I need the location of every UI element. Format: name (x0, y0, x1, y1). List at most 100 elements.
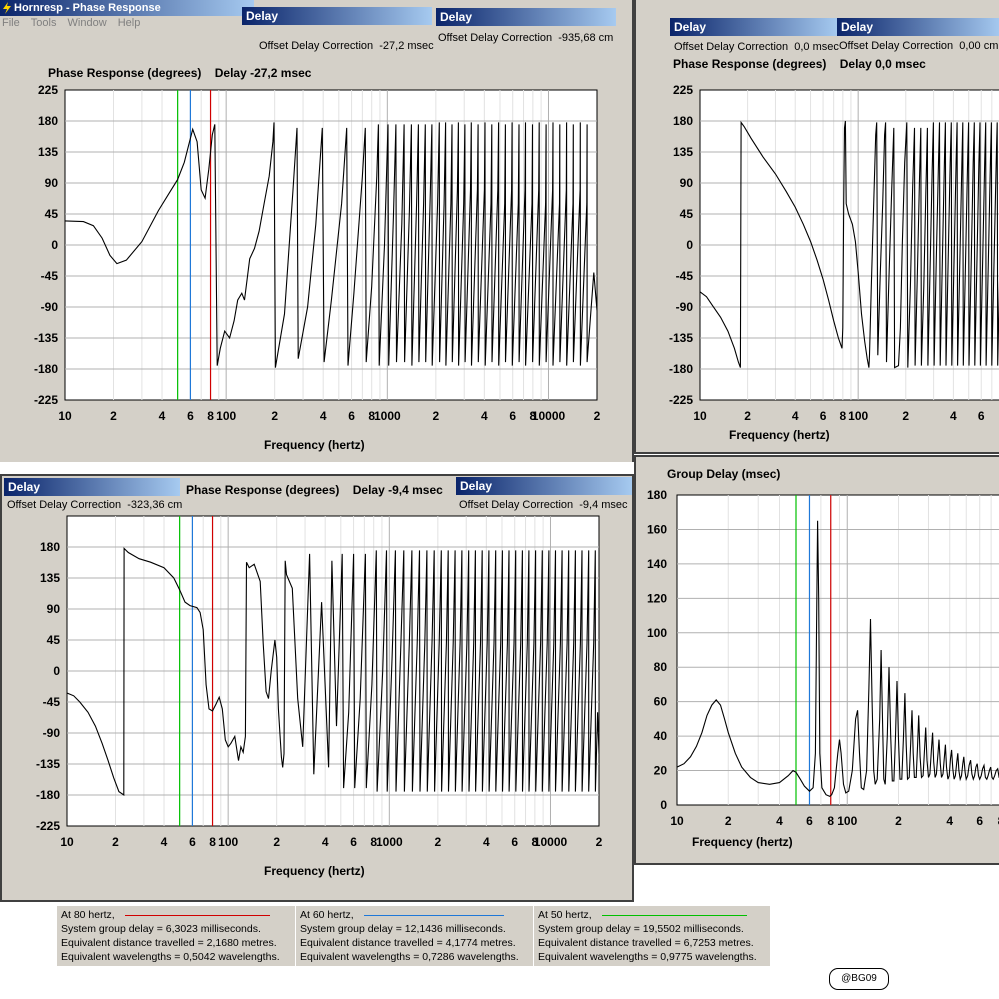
offset2-value: -9,4 msec (579, 499, 628, 511)
y-tick-label: 225 (673, 83, 693, 97)
chart-title: Phase Response (degrees) Delay 0,0 msec (673, 57, 926, 71)
x-tick-label: 10000 (534, 835, 568, 846)
x-tick-label: 4 (946, 814, 953, 825)
x-tick-label: 2 (273, 835, 280, 846)
y-tick-label: 120 (647, 591, 667, 605)
offset-value: -27,2 msec (379, 40, 434, 52)
x-tick-label: 6 (187, 409, 194, 423)
offset2-label: Offset Delay Correction -935,68 cm (438, 32, 613, 44)
y-tick-label: -225 (36, 819, 60, 833)
menu-tools[interactable]: Tools (30, 17, 57, 29)
note-line: Equivalent wavelengths = 0,5042 waveleng… (61, 951, 280, 963)
x-tick-label: 1000 (376, 835, 403, 846)
offset-label: Offset Delay Correction -323,36 cm (7, 499, 182, 511)
y-tick-label: 90 (45, 176, 59, 190)
x-tick-label: 10 (60, 835, 74, 846)
y-tick-label: 100 (647, 626, 667, 640)
x-tick-label: 2 (432, 409, 439, 423)
window-title: Hornresp - Phase Response (14, 2, 161, 14)
panel-bottom-left: Delay Delay Offset Delay Correction -323… (0, 474, 634, 902)
menu-help[interactable]: Help (117, 17, 141, 29)
x-tick-label: 2 (110, 409, 117, 423)
delay-caption-2[interactable]: Delay (837, 18, 999, 36)
offset2-label-text: Offset Delay Correction (438, 32, 553, 44)
y-tick-label: 90 (47, 602, 61, 616)
menu-file[interactable]: File (2, 17, 20, 29)
delay-caption-1[interactable]: Delay (670, 18, 838, 36)
y-tick-label: 60 (654, 695, 668, 709)
x-tick-label: 4 (159, 409, 166, 423)
y-tick-label: 135 (673, 145, 693, 159)
note-line: Equivalent distance travelled = 4,1774 m… (300, 937, 516, 949)
note-line: System group delay = 6,3023 milliseconds… (61, 923, 261, 935)
offset-value: 0,0 msec (794, 41, 839, 53)
x-tick-label: 8 (368, 409, 375, 423)
note-line: At 60 hertz, (300, 909, 354, 921)
delay-caption-1[interactable]: Delay (4, 478, 180, 496)
offset-label-text: Offset Delay Correction (7, 499, 122, 511)
chart-title: Phase Response (degrees) Delay -9,4 msec (186, 483, 443, 497)
legend-swatch-green (601, 914, 747, 916)
signature-badge: @BG09 (829, 968, 889, 990)
note-line: System group delay = 19,5502 millisecond… (538, 923, 744, 935)
x-tick-label: 2 (744, 409, 751, 423)
y-tick-label: 80 (654, 660, 668, 674)
y-tick-label: -225 (669, 393, 693, 407)
x-tick-label: 4 (320, 409, 327, 423)
y-tick-label: 180 (647, 488, 667, 502)
y-tick-label: 45 (45, 207, 59, 221)
offset2-label: Offset Delay Correction 0,00 cm (839, 40, 998, 52)
x-tick-label: 1000 (374, 409, 401, 423)
y-tick-label: -45 (676, 269, 694, 283)
x-tick-label: 2 (271, 409, 278, 423)
note-line: Equivalent wavelengths = 0,7286 waveleng… (300, 951, 519, 963)
x-tick-label: 100 (216, 409, 236, 423)
y-tick-label: 160 (647, 522, 667, 536)
window-titlebar[interactable]: Hornresp - Phase Response (0, 0, 254, 16)
group-delay-chart: 1801601401201008060402001024681002468 (647, 488, 999, 825)
y-tick-label: -90 (43, 726, 61, 740)
x-tick-label: 4 (483, 835, 490, 846)
x-tick-label: 4 (481, 409, 488, 423)
chart-title: Phase Response (degrees) Delay -27,2 mse… (48, 66, 312, 80)
legend-swatch-red (124, 914, 270, 916)
x-tick-label: 8 (827, 814, 834, 825)
y-tick-label: 0 (51, 238, 58, 252)
y-tick-label: 135 (38, 145, 58, 159)
note-60hz: At 60 hertz, System group delay = 12,143… (296, 906, 533, 966)
x-axis-title: Frequency (hertz) (692, 835, 793, 849)
y-tick-label: 180 (40, 540, 60, 554)
x-tick-label: 4 (792, 409, 799, 423)
note-line: At 80 hertz, (61, 909, 115, 921)
x-tick-label: 8 (370, 835, 377, 846)
note-line: Equivalent wavelengths = 0,9775 waveleng… (538, 951, 757, 963)
x-tick-label: 6 (509, 409, 516, 423)
y-tick-label: 180 (38, 114, 58, 128)
menu-window[interactable]: Window (67, 17, 107, 29)
delay-caption-1[interactable]: Delay (242, 7, 432, 25)
y-tick-label: 45 (47, 633, 61, 647)
x-tick-label: 2 (902, 409, 909, 423)
x-tick-label: 2 (895, 814, 902, 825)
offset-label: Offset Delay Correction 0,0 msec (674, 41, 839, 53)
x-tick-label: 4 (776, 814, 783, 825)
x-tick-label: 10 (670, 814, 684, 825)
x-tick-label: 6 (820, 409, 827, 423)
note-line: System group delay = 12,1436 millisecond… (300, 923, 506, 935)
panel-top-left: Hornresp - Phase Response File Tools Win… (0, 0, 634, 462)
y-tick-label: 225 (38, 83, 58, 97)
panel-top-right: Delay Delay Offset Delay Correction 0,0 … (634, 0, 999, 454)
x-tick-label: 6 (348, 409, 355, 423)
delay-caption-2[interactable]: Delay (436, 8, 616, 26)
x-tick-label: 10 (693, 409, 707, 423)
offset2-value: -935,68 cm (558, 32, 614, 44)
delay-caption-2[interactable]: Delay (456, 477, 632, 495)
x-tick-label: 100 (218, 835, 238, 846)
x-tick-label: 2 (596, 835, 603, 846)
x-tick-label: 8 (532, 835, 539, 846)
y-tick-label: 20 (654, 764, 668, 778)
note-50hz: At 50 hertz, System group delay = 19,550… (534, 906, 770, 966)
x-tick-label: 4 (161, 835, 168, 846)
